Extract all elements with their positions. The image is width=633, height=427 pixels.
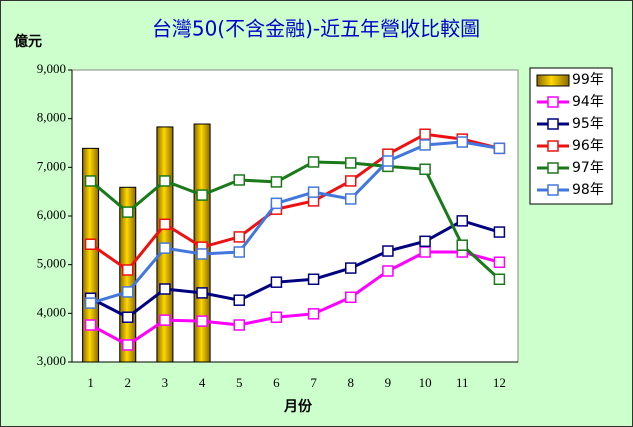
marker [419, 246, 431, 258]
legend-label: 99年 [572, 72, 604, 88]
marker [159, 175, 171, 187]
line [89, 160, 501, 281]
marker [122, 311, 134, 323]
marker [345, 262, 357, 274]
marker [270, 276, 283, 288]
marker [419, 163, 431, 176]
marker [233, 319, 245, 331]
marker [270, 176, 283, 188]
y-axis-label: 億元 [14, 33, 42, 50]
marker [456, 136, 468, 148]
marker [493, 142, 506, 155]
marker [307, 156, 320, 168]
marker [159, 218, 171, 231]
line [89, 219, 500, 319]
marker [307, 308, 320, 320]
legend-swatch [536, 74, 570, 87]
legend-marker [547, 184, 559, 196]
marker [84, 175, 97, 187]
x-tick-label: 12 [493, 375, 506, 390]
x-tick-label: 2 [125, 375, 132, 390]
legend-marker [547, 140, 559, 152]
marker [159, 283, 171, 295]
marker [196, 287, 208, 299]
marker [493, 256, 506, 268]
marker [196, 315, 208, 327]
x-tick-label: 8 [348, 375, 355, 390]
y-tick-label: 8,000 [37, 110, 66, 125]
marker [419, 139, 431, 151]
x-axis-label: 月份 [283, 398, 313, 415]
marker [382, 245, 394, 257]
legend-marker [547, 162, 559, 174]
marker [233, 231, 245, 243]
x-tick-label: 11 [456, 375, 469, 390]
marker [84, 297, 97, 309]
legend-marker [547, 118, 559, 130]
marker [345, 291, 357, 304]
legend-marker [547, 96, 559, 108]
marker [270, 311, 283, 323]
marker [382, 155, 394, 167]
line [89, 132, 500, 273]
x-tick-label: 5 [236, 375, 243, 390]
marker [345, 175, 357, 187]
x-tick-label: 10 [419, 375, 432, 390]
x-tick-label: 3 [162, 375, 169, 390]
line [90, 140, 500, 305]
marker [196, 189, 208, 201]
marker [307, 273, 320, 286]
chart-title: 台灣50(不含金融)-近五年營收比較圖 [152, 17, 480, 41]
legend-label: 95年 [572, 116, 604, 132]
marker [122, 206, 134, 218]
legend-label: 94年 [572, 94, 604, 110]
marker [233, 294, 245, 306]
marker [84, 238, 97, 250]
marker [233, 174, 245, 186]
x-tick-label: 9 [385, 375, 392, 390]
x-tick-label: 7 [310, 375, 317, 390]
marker [345, 157, 357, 169]
marker [196, 248, 208, 260]
marker [159, 314, 171, 326]
legend-label: 96年 [572, 138, 604, 154]
marker [233, 246, 245, 258]
marker [419, 128, 431, 140]
y-tick-label: 9,000 [37, 61, 66, 76]
marker [159, 242, 171, 254]
marker [382, 265, 394, 277]
x-tick-label: 6 [273, 375, 280, 390]
plot-area [71, 69, 519, 363]
marker [456, 215, 468, 227]
marker [456, 239, 468, 251]
x-tick-label: 4 [199, 375, 206, 390]
marker [307, 186, 320, 198]
marker [270, 197, 283, 210]
legend-label: 97年 [572, 160, 604, 176]
y-tick-label: 3,000 [37, 353, 66, 368]
y-tick-label: 5,000 [37, 256, 66, 271]
marker [419, 235, 431, 248]
y-tick-label: 4,000 [37, 304, 66, 319]
y-tick-label: 6,000 [37, 207, 66, 222]
y-tick-label: 7,000 [37, 158, 66, 173]
marker [493, 226, 506, 238]
legend-label: 98年 [572, 182, 604, 198]
marker [345, 193, 357, 205]
marker [493, 273, 506, 286]
line [89, 250, 500, 347]
x-tick-label: 1 [87, 375, 94, 390]
marker [122, 339, 134, 351]
marker [84, 319, 97, 331]
legend [529, 67, 613, 205]
marker [122, 286, 134, 298]
marker [122, 264, 134, 276]
